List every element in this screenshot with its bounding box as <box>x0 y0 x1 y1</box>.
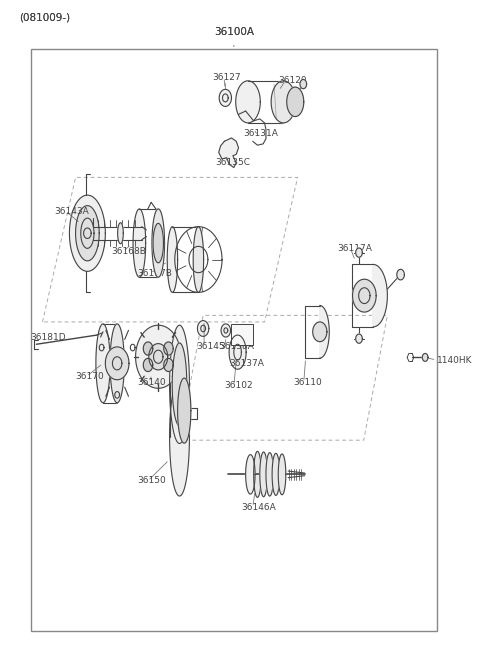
Text: 36146A: 36146A <box>241 503 276 512</box>
Text: (081009-): (081009-) <box>19 12 70 22</box>
Polygon shape <box>152 209 165 277</box>
Polygon shape <box>221 324 230 337</box>
Bar <box>31 49 437 631</box>
Polygon shape <box>172 343 187 426</box>
Polygon shape <box>133 209 145 277</box>
Text: 36137A: 36137A <box>229 359 264 368</box>
Polygon shape <box>219 138 239 168</box>
Polygon shape <box>313 322 327 342</box>
Polygon shape <box>397 269 404 280</box>
Text: 36150: 36150 <box>137 476 166 486</box>
Text: 36117A: 36117A <box>338 244 372 253</box>
Text: 36140: 36140 <box>137 378 166 387</box>
Polygon shape <box>422 353 428 361</box>
Polygon shape <box>118 223 123 244</box>
Polygon shape <box>352 279 376 312</box>
Polygon shape <box>110 324 124 403</box>
Polygon shape <box>153 223 164 263</box>
Polygon shape <box>135 325 181 388</box>
Text: 36143A: 36143A <box>54 207 89 216</box>
Polygon shape <box>246 455 255 494</box>
Polygon shape <box>356 248 362 257</box>
Polygon shape <box>144 359 153 371</box>
Polygon shape <box>320 306 329 358</box>
Text: 36100A: 36100A <box>214 27 254 37</box>
Text: 36135C: 36135C <box>215 158 250 168</box>
Text: 1140HK: 1140HK <box>437 355 472 365</box>
Polygon shape <box>105 347 129 380</box>
Text: 36127: 36127 <box>213 73 241 82</box>
Polygon shape <box>229 335 246 369</box>
Bar <box>231 324 253 345</box>
Text: 36131A: 36131A <box>243 129 278 138</box>
Polygon shape <box>287 87 304 116</box>
Polygon shape <box>272 453 280 495</box>
Polygon shape <box>75 206 99 261</box>
Polygon shape <box>373 265 387 327</box>
Text: 36110: 36110 <box>293 378 322 387</box>
Polygon shape <box>356 334 362 343</box>
Polygon shape <box>144 342 153 355</box>
Polygon shape <box>219 89 231 106</box>
Text: 36100A: 36100A <box>214 27 254 37</box>
Polygon shape <box>178 378 191 443</box>
Polygon shape <box>254 451 261 497</box>
Text: 36181D: 36181D <box>31 332 66 342</box>
Text: 36138A: 36138A <box>220 342 254 351</box>
Polygon shape <box>96 324 110 403</box>
Polygon shape <box>271 81 296 123</box>
Text: 36170: 36170 <box>75 372 104 381</box>
Text: 36137B: 36137B <box>137 269 172 278</box>
Text: 36145: 36145 <box>196 342 225 351</box>
Text: 36168B: 36168B <box>111 247 146 256</box>
Polygon shape <box>169 325 190 443</box>
Text: 36102: 36102 <box>224 381 253 390</box>
Polygon shape <box>197 321 209 336</box>
Text: (081009-): (081009-) <box>19 12 70 22</box>
Polygon shape <box>164 359 173 371</box>
Polygon shape <box>193 227 204 292</box>
Polygon shape <box>300 79 307 89</box>
Polygon shape <box>260 452 267 497</box>
Polygon shape <box>164 342 173 355</box>
Polygon shape <box>278 454 286 495</box>
Polygon shape <box>167 227 178 292</box>
Polygon shape <box>266 453 274 496</box>
Polygon shape <box>169 378 190 496</box>
Polygon shape <box>149 344 168 370</box>
Polygon shape <box>236 81 260 123</box>
Polygon shape <box>70 195 105 271</box>
Text: 36120: 36120 <box>279 76 307 85</box>
